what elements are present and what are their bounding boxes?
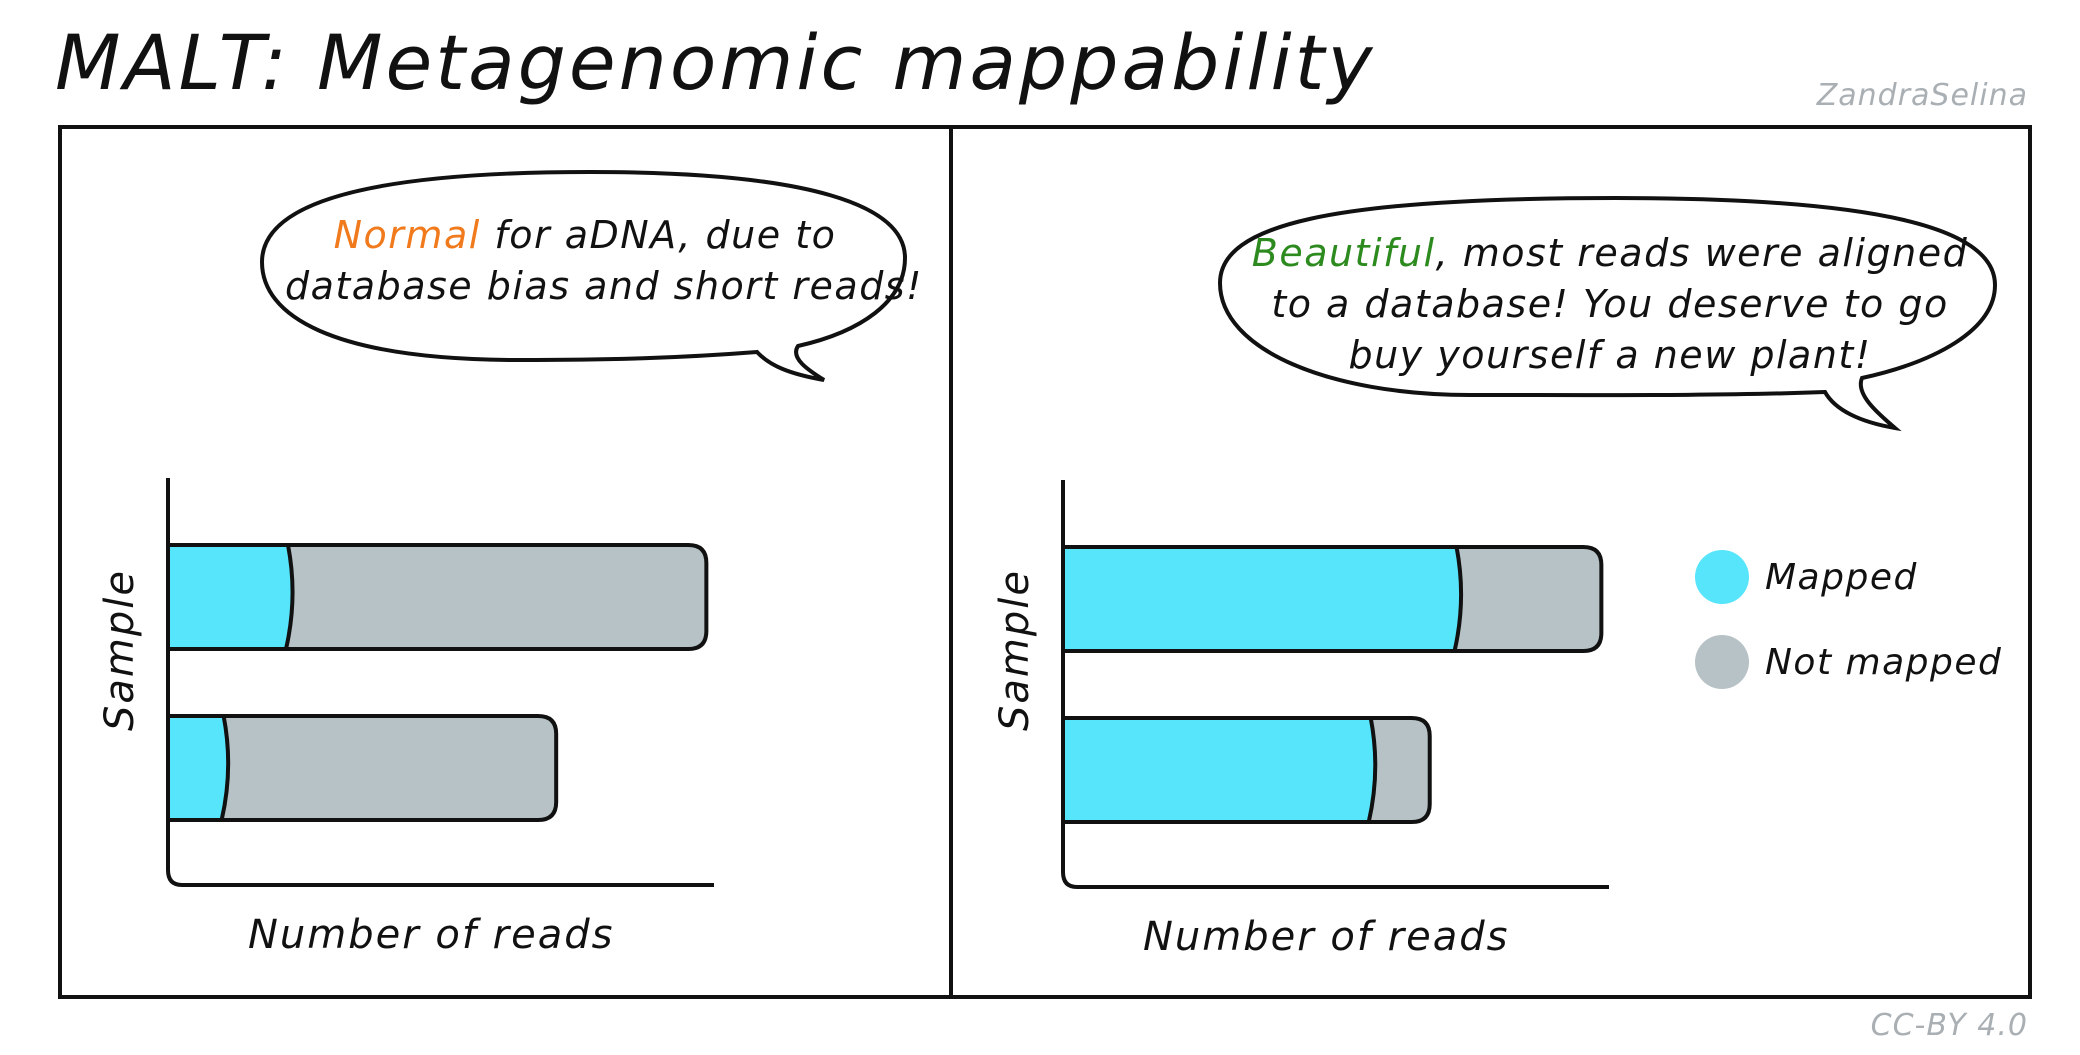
right-bar-2-outline: [1065, 716, 1378, 824]
left-bar-2-outline: [170, 714, 231, 822]
left-bar-2-mapped: [170, 716, 229, 820]
chart-right-axes: [1061, 480, 1609, 889]
legend-swatch-mapped: [1695, 550, 1749, 604]
right-bar-1-mapped: [1065, 547, 1462, 651]
x-axis-label-left: Number of reads: [248, 912, 615, 958]
y-axis-label-right: Sample: [992, 569, 1038, 731]
panel-frame: [58, 125, 2032, 999]
left-bar-1-outline: [170, 543, 295, 651]
bubble-text-right: Beautiful, most reads were aligned to a …: [1240, 228, 1980, 381]
legend-not-mapped: Not mapped: [1695, 635, 2002, 689]
left-bar-1-mapped: [170, 545, 293, 649]
highlight-beautiful: Beautiful: [1251, 231, 1436, 275]
legend-label-not-mapped: Not mapped: [1765, 641, 2003, 683]
bubble-right-line2: to a database! You deserve to go: [1271, 282, 1949, 326]
legend-swatch-not-mapped: [1695, 635, 1749, 689]
author-credit: ZandraSelina: [1816, 78, 2028, 113]
bubble-text-left: Normal for aDNA, due to database bias an…: [285, 210, 923, 312]
right-bar-2-mapped: [1065, 718, 1376, 822]
bubble-right-line1-rest: , most reads were aligned: [1435, 231, 1969, 275]
license-text: CC-BY 4.0: [1870, 1008, 2028, 1043]
left-bar-2-not-mapped: [217, 714, 559, 822]
right-bar-1-not-mapped: [1450, 545, 1604, 653]
comic-title: MALT: Metagenomic mappability: [55, 18, 1376, 107]
x-axis-label-right: Number of reads: [1143, 914, 1510, 960]
chart-right-bars: [1065, 545, 1604, 824]
legend-mapped: Mapped: [1695, 550, 1918, 604]
bubble-right-line1: Beautiful, most reads were aligned: [1240, 228, 1980, 279]
bubble-left-line1: Normal for aDNA, due to: [285, 210, 885, 261]
y-axis-label-left: Sample: [97, 569, 143, 731]
bubble-left-line1-rest: for aDNA, due to: [480, 213, 837, 257]
legend-label-mapped: Mapped: [1765, 556, 1918, 598]
bubble-right-line3: buy yourself a new plant!: [1348, 333, 1872, 377]
chart-left-axes: [166, 478, 714, 887]
speech-bubble-right: [1217, 195, 1998, 432]
right-bar-1-outline: [1065, 545, 1464, 653]
left-bar-1-not-mapped: [282, 543, 709, 651]
chart-left-bars: [170, 543, 709, 822]
highlight-normal: Normal: [333, 213, 481, 257]
speech-bubble-left: [259, 169, 908, 382]
bubble-left-line2: database bias and short reads!: [285, 264, 923, 308]
right-bar-2-not-mapped: [1364, 716, 1432, 824]
